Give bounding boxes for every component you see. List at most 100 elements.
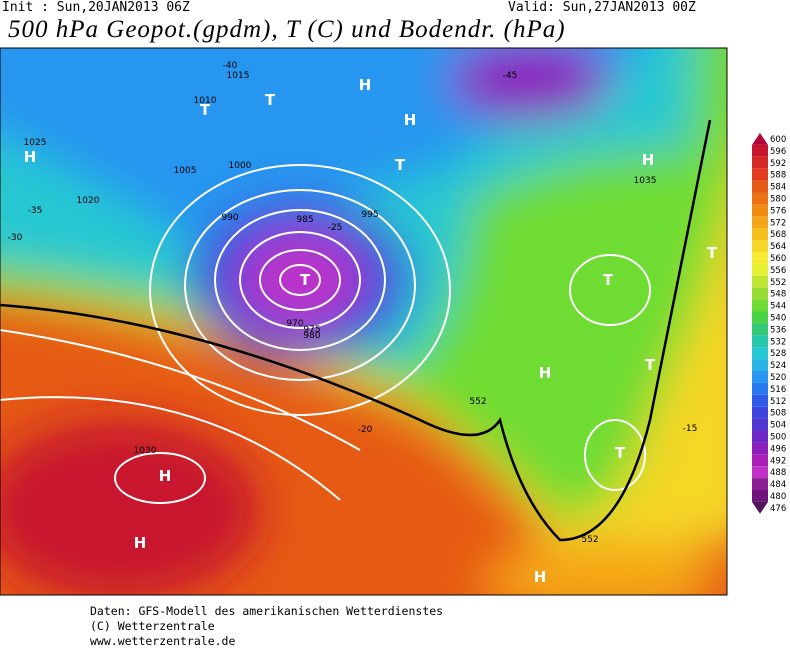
legend-swatch [752, 252, 768, 264]
legend-label: 512 [770, 397, 786, 407]
pressure-center: T [707, 244, 718, 262]
pressure-center: H [539, 364, 552, 382]
legend-swatch [752, 180, 768, 193]
legend-swatch [752, 287, 768, 300]
contour-552 [0, 119, 712, 542]
pressure-center: T [300, 271, 311, 289]
pressure-center: H [534, 568, 547, 586]
legend-swatch [752, 442, 768, 455]
contour-label: 1015 [227, 71, 250, 81]
legend-swatch [752, 144, 768, 157]
legend-swatch [752, 168, 768, 181]
legend-swatch [752, 204, 768, 217]
legend-swatch [752, 263, 768, 276]
contour-label: -25 [328, 223, 343, 233]
legend-label: 568 [770, 230, 786, 240]
legend-label: 560 [770, 254, 786, 264]
contour-label: 990 [221, 213, 238, 223]
contour-label: -20 [358, 425, 373, 435]
isobars [0, 164, 651, 504]
legend-label: 536 [770, 325, 786, 335]
legend-swatch [752, 490, 768, 502]
contour-label: -35 [28, 206, 43, 216]
legend-label: 556 [770, 266, 786, 276]
legend-label: 564 [770, 242, 786, 252]
legend-swatch [752, 359, 768, 371]
contour-label: 985 [296, 215, 313, 225]
contour-label: 970 [286, 319, 303, 329]
field [0, 48, 727, 595]
legend-swatch [752, 133, 768, 145]
legend-swatch [752, 216, 768, 229]
contour-label: 552 [469, 397, 486, 407]
legend-label: 480 [770, 492, 786, 502]
pressure-center: H [24, 148, 37, 166]
legend-swatch [752, 323, 768, 336]
pressure-center: T [265, 91, 276, 109]
contour-label: -40 [223, 61, 238, 71]
legend-swatch [752, 418, 768, 431]
legend-label: 592 [770, 159, 786, 169]
valid-time: Valid: Sun,27JAN2013 00Z [508, 0, 696, 15]
legend-swatch [752, 454, 768, 467]
legend-label: 516 [770, 385, 786, 395]
legend-swatch [752, 311, 768, 324]
legend-label: 492 [770, 456, 786, 466]
contour-label: 1030 [134, 446, 157, 456]
contour-label: 552 [581, 535, 598, 545]
pressure-center: H [159, 467, 172, 485]
footer-url: www.wetterzentrale.de [90, 634, 236, 648]
legend-label: 504 [770, 421, 786, 431]
pressure-center: H [134, 534, 147, 552]
legend-label: 600 [770, 135, 786, 145]
contour-label: 975 [303, 325, 320, 335]
contour-label: 1000 [229, 161, 252, 171]
legend-swatch [752, 501, 768, 514]
pressure-center: T [603, 271, 614, 289]
map-title: 500 hPa Geopot.(gpdm), T (C) und Bodendr… [8, 16, 566, 43]
legend-label: 580 [770, 194, 786, 204]
legend-swatch [752, 228, 768, 241]
legend-label: 488 [770, 468, 786, 478]
pressure-center: T [615, 444, 626, 462]
legend-label: 500 [770, 432, 786, 442]
legend-swatch [752, 466, 768, 479]
legend-swatch [752, 371, 768, 383]
contour-label: 1025 [24, 138, 47, 148]
pressure-center: T [200, 101, 211, 119]
legend-swatch [752, 275, 768, 288]
pressure-center: T [395, 156, 406, 174]
legend-swatch [752, 347, 768, 360]
legend-label: 484 [770, 480, 786, 490]
legend-label: 496 [770, 444, 786, 454]
legend-label: 540 [770, 313, 786, 323]
legend-label: 596 [770, 147, 786, 157]
legend-label: 476 [770, 504, 786, 514]
contour-label: 995 [361, 210, 378, 220]
legend-label: 532 [770, 337, 786, 347]
footer-source: Daten: GFS-Modell des amerikanischen Wet… [90, 604, 444, 618]
legend-label: 508 [770, 409, 786, 419]
contour-label: 1035 [634, 176, 657, 186]
legend-swatch [752, 394, 768, 407]
legend-label: 552 [770, 278, 786, 288]
legend-swatch [752, 430, 768, 443]
legend-swatch [752, 240, 768, 252]
contour-label: -15 [683, 424, 698, 434]
pressure-center: H [404, 111, 417, 129]
legend-label: 572 [770, 218, 786, 228]
legend-swatch [752, 156, 768, 169]
pressure-center: T [645, 356, 656, 374]
pressure-center: H [642, 151, 655, 169]
legend-swatch [752, 406, 768, 419]
legend-label: 544 [770, 302, 786, 312]
legend-label: 528 [770, 349, 786, 359]
pressure-center: H [359, 76, 372, 94]
legend-swatch [752, 382, 768, 395]
init-time: Init : Sun,20JAN2013 06Z [2, 0, 190, 15]
legend-label: 576 [770, 206, 786, 216]
legend-label: 520 [770, 373, 786, 383]
legend-swatch [752, 478, 768, 490]
legend-swatch [752, 192, 768, 205]
